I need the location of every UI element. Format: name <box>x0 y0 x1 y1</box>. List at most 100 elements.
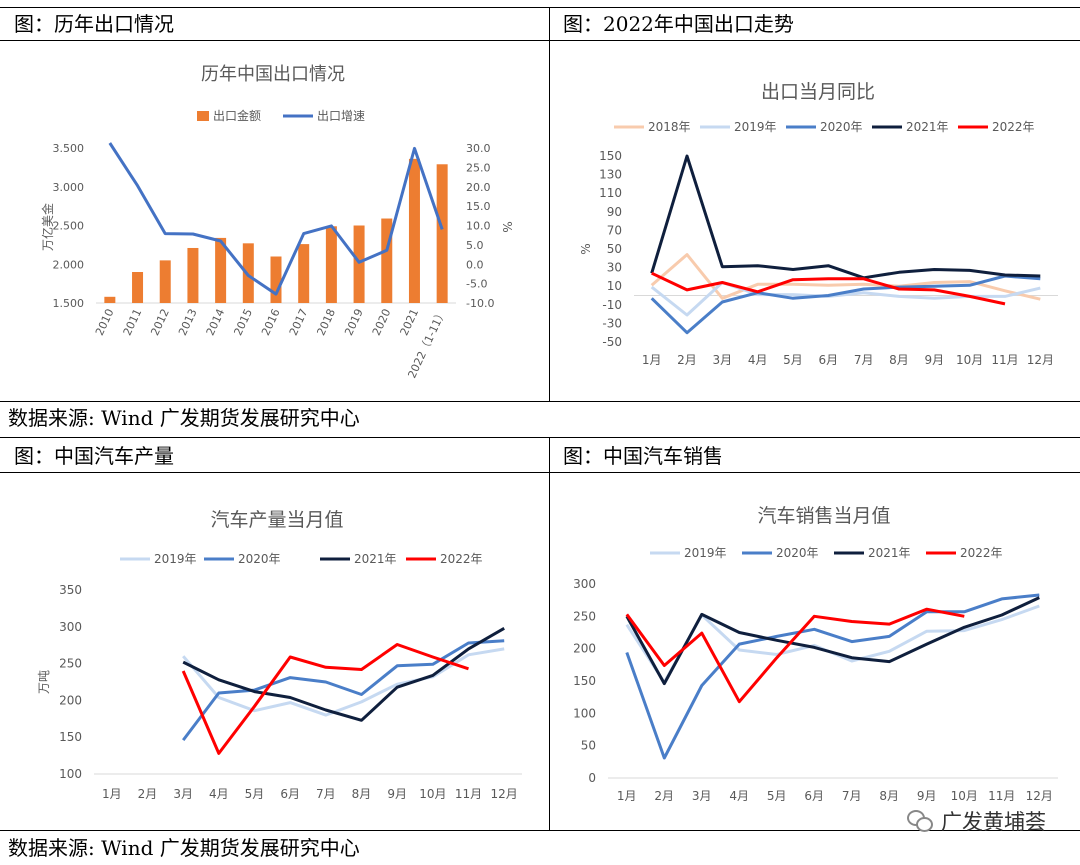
y-tick-label: -50 <box>602 335 622 349</box>
y-tick-label: 150 <box>599 149 622 163</box>
caption-auto-production: 图：中国汽车产量 <box>0 439 549 473</box>
y-tick-label: 150 <box>573 674 596 688</box>
legend-label: 出口增速 <box>317 109 365 123</box>
series-line <box>181 643 469 755</box>
y2-tick-label: 25.0 <box>466 161 491 174</box>
y-tick-label: 30 <box>607 261 622 275</box>
source-note-bottom: 数据来源: Wind 广发期货发展研究中心 <box>8 836 360 860</box>
x-tick-label: 9月 <box>925 353 945 367</box>
x-tick-label: 11月 <box>991 353 1018 367</box>
y-tick-label: 2.500 <box>53 220 85 233</box>
y2-tick-label: 20.0 <box>466 181 491 194</box>
chart-auto-sales: 汽车销售当月值 2019年 2020年 2021年 2022年 0 50 100 150 200 2… <box>573 505 1058 803</box>
x-tick-label: 11月 <box>988 789 1015 803</box>
bar <box>381 218 393 303</box>
series-line <box>650 274 1041 335</box>
x-tick-label: 5月 <box>767 789 787 803</box>
y-tick-label: -30 <box>602 316 622 330</box>
series-line <box>182 647 505 717</box>
x-tick-label: 5月 <box>783 353 803 367</box>
y-tick-label: 50 <box>581 739 596 753</box>
legend-label: 2018年 <box>648 120 691 134</box>
rule-mid-2 <box>0 437 1080 438</box>
x-tick-label: 10月 <box>951 789 978 803</box>
x-tick-label: 1月 <box>617 789 637 803</box>
bar <box>270 256 282 303</box>
x-tick-label: 12月 <box>1026 789 1053 803</box>
series-line <box>182 627 505 722</box>
legend-label: 2021年 <box>906 120 949 134</box>
bar <box>325 226 337 303</box>
source-note-top: 数据来源: Wind 广发期货发展研究中心 <box>8 406 360 430</box>
y-tick-label: 70 <box>607 223 622 237</box>
legend-label: 2019年 <box>154 552 197 566</box>
y-tick-label: 3.500 <box>53 142 85 155</box>
x-tick-label: 2019 <box>342 307 366 338</box>
series-line <box>625 607 965 704</box>
y-tick-label: 150 <box>59 730 82 744</box>
x-tick-label: 6月 <box>280 787 300 801</box>
x-tick-label: 4月 <box>748 353 768 367</box>
chart-title: 汽车销售当月值 <box>757 505 890 527</box>
x-tick-label: 5月 <box>245 787 265 801</box>
x-tick-label: 2020 <box>370 307 394 338</box>
caption-export-2022: 图：2022年中国出口走势 <box>549 7 1080 41</box>
x-tick-label: 1月 <box>102 787 122 801</box>
legend-label: 2020年 <box>776 546 819 560</box>
series-line <box>625 593 1040 760</box>
y-tick-label: 130 <box>599 168 622 182</box>
x-tick-label: 8月 <box>889 353 909 367</box>
bar <box>408 158 420 303</box>
series-line <box>651 271 1006 306</box>
y-tick-label: -10 <box>602 298 622 312</box>
x-tick-label: 8月 <box>879 789 899 803</box>
y-tick-label: 200 <box>573 642 596 656</box>
chart-title: 出口当月同比 <box>761 81 875 103</box>
watermark: 广发黄埔荟 <box>907 807 1046 835</box>
bar <box>215 237 227 303</box>
chart-title: 历年中国出口情况 <box>201 64 345 85</box>
bar <box>298 244 310 303</box>
y-axis-label: 万亿美金 <box>40 203 55 251</box>
divider-top <box>549 7 550 401</box>
watermark-text: 广发黄埔荟 <box>941 810 1046 834</box>
x-tick-label: 12月 <box>491 787 518 801</box>
y-tick-label: 350 <box>59 583 82 597</box>
x-tick-label: 6月 <box>804 789 824 803</box>
x-tick-label: 2月 <box>138 787 158 801</box>
x-tick-label: 3月 <box>713 353 733 367</box>
series-line <box>108 142 444 296</box>
x-tick-label: 2010 <box>93 307 117 338</box>
y2-tick-label: 30.0 <box>466 142 491 155</box>
caption-export-history: 图：历年出口情况 <box>0 7 549 41</box>
x-tick-label: 10月 <box>956 353 983 367</box>
y-tick-label: 3.000 <box>53 181 85 194</box>
series-line <box>650 154 1041 280</box>
bar <box>159 260 171 303</box>
x-tick-label: 2012 <box>148 307 172 338</box>
x-tick-label: 2011 <box>121 307 145 338</box>
rule-mid-1 <box>0 401 1080 402</box>
y-tick-label: 10 <box>607 279 622 293</box>
legend-label: 2020年 <box>238 552 281 566</box>
y-tick-label: 110 <box>599 186 622 200</box>
legend-label: 2022年 <box>440 552 483 566</box>
bar <box>353 225 365 303</box>
x-tick-label: 6月 <box>819 353 839 367</box>
x-tick-label: 2014 <box>204 307 228 338</box>
rule-bottom <box>0 830 1080 831</box>
rule-top <box>0 7 1080 8</box>
y2-tick-label: 10.0 <box>466 220 491 233</box>
y-tick-label: 0 <box>588 771 596 785</box>
legend-label: 出口金额 <box>213 108 261 123</box>
legend-label: 2021年 <box>868 546 911 560</box>
y2-tick-label: 5.0 <box>466 239 484 252</box>
x-tick-label: 8月 <box>352 787 372 801</box>
y-tick-label: 100 <box>573 706 596 720</box>
x-tick-label: 7月 <box>316 787 336 801</box>
x-tick-label: 4月 <box>209 787 229 801</box>
x-tick-label: 9月 <box>387 787 407 801</box>
y-tick-label: 90 <box>607 205 622 219</box>
